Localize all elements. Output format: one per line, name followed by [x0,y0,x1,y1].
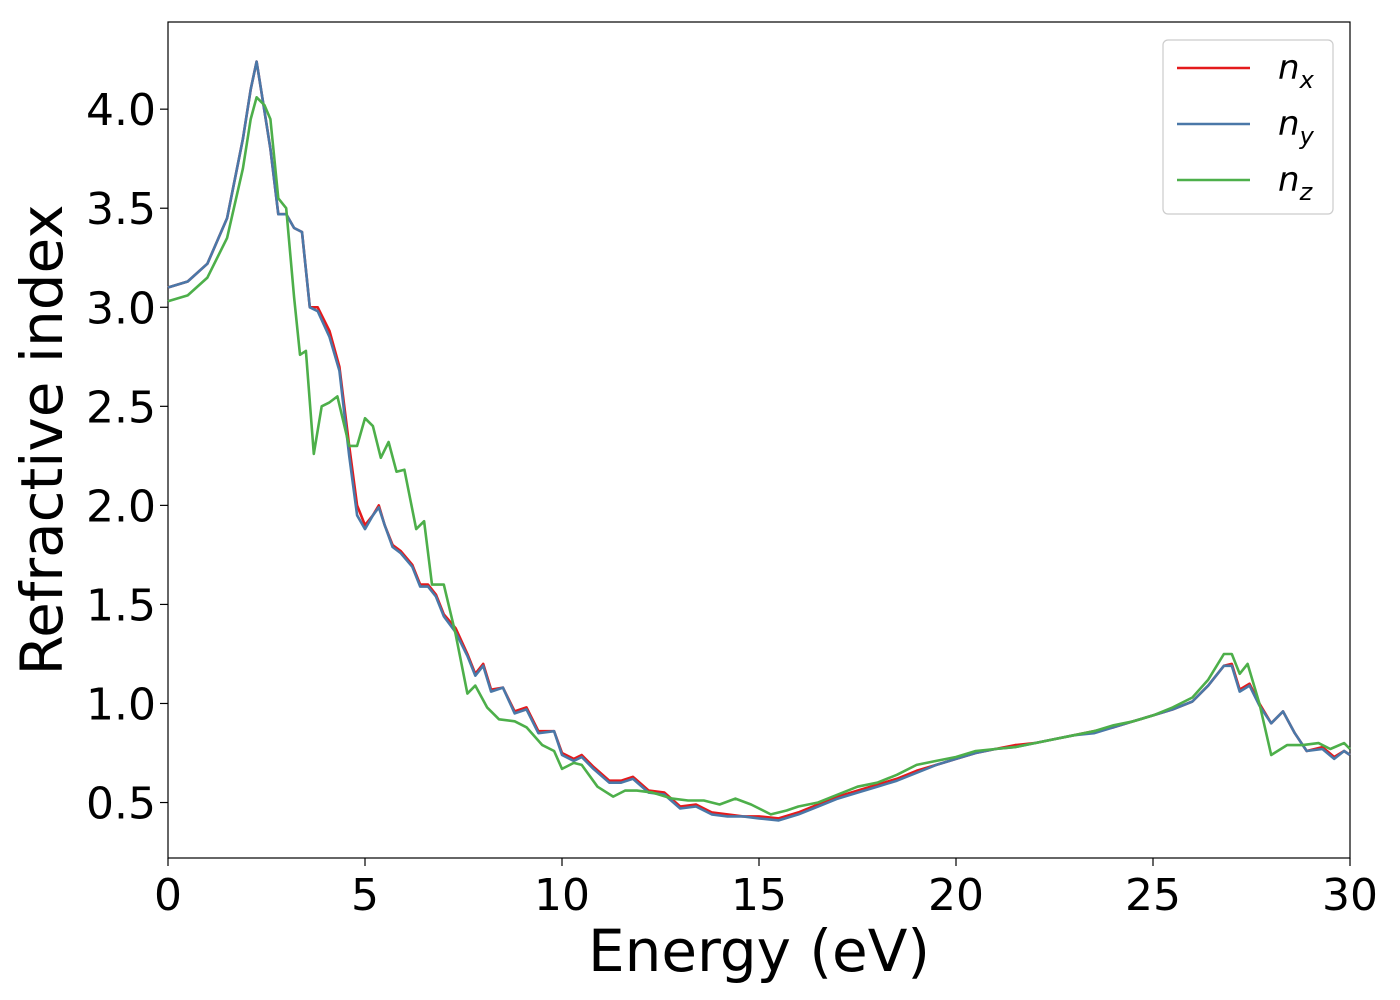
legend-frame [1162,39,1334,215]
y-tick-label: 2.0 [86,481,156,532]
y-tick-label: 4.0 [86,85,156,136]
plot-area [167,21,1351,859]
x-tick-label: 10 [534,870,590,921]
legend-label-base: n [1278,160,1300,200]
series-line-y [167,60,1351,822]
legend-label-base: n [1278,104,1300,144]
x-tick-label: 20 [928,870,984,921]
y-axis: 0.5 1.0 1.5 2.0 2.5 3.0 3.5 4.0 [86,85,168,830]
legend-label-subscript: y [1299,122,1315,150]
y-axis-title: Refractive index [8,204,76,675]
x-axis: 0 5 10 15 20 25 30 [154,858,1378,921]
y-tick-label: 2.5 [86,382,156,433]
x-axis-title: Energy (eV) [588,917,930,985]
series-line-z [167,96,1351,816]
y-tick-label: 1.0 [86,679,156,730]
series-lines [167,60,1351,822]
x-tick-label: 0 [154,870,182,921]
legend-label-z: nz [1278,160,1314,206]
legend-label-y: ny [1278,104,1315,150]
legend-label-x: nx [1278,48,1315,94]
legend-label-subscript: z [1299,178,1314,206]
x-tick-label: 25 [1125,870,1181,921]
x-tick-label: 5 [351,870,379,921]
y-tick-label: 1.5 [86,580,156,631]
legend-label-base: n [1278,48,1300,88]
y-tick-label: 0.5 [86,779,156,830]
x-tick-label: 30 [1322,870,1378,921]
legend-label-subscript: x [1299,66,1315,94]
y-tick-label: 3.0 [86,283,156,334]
x-tick-label: 15 [731,870,787,921]
y-tick-label: 3.5 [86,184,156,235]
